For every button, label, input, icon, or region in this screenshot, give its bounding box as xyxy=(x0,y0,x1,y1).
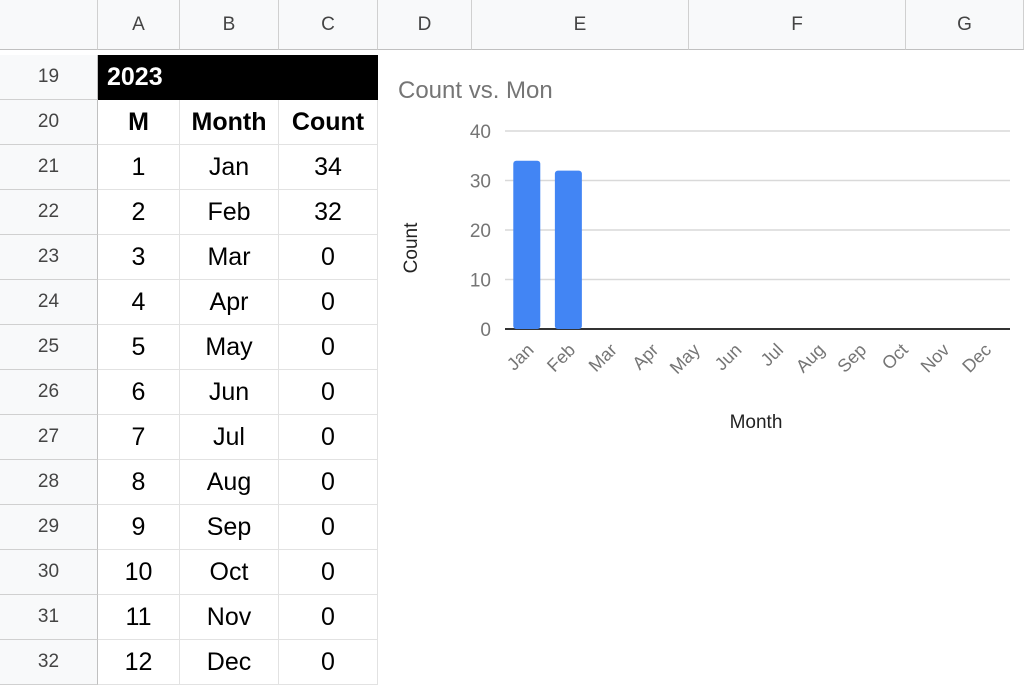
x-tick-label: Jan xyxy=(503,340,538,375)
table-cell[interactable]: 0 xyxy=(279,640,378,685)
table-cell[interactable]: 0 xyxy=(279,595,378,640)
table-cell[interactable]: 8 xyxy=(98,460,180,505)
y-tick-label: 20 xyxy=(470,221,491,242)
table-header-cell[interactable]: Count xyxy=(279,100,378,145)
bar-feb xyxy=(554,170,582,329)
y-tick-label: 0 xyxy=(480,320,491,341)
column-header-E[interactable]: E xyxy=(472,0,689,50)
row-header-32[interactable]: 32 xyxy=(0,640,98,685)
table-cell[interactable]: 10 xyxy=(98,550,180,595)
table-cell[interactable]: 0 xyxy=(279,325,378,370)
table-cell[interactable]: 0 xyxy=(279,460,378,505)
column-header-C[interactable]: C xyxy=(279,0,378,50)
x-tick-label: Mar xyxy=(585,340,621,376)
x-tick-label: Feb xyxy=(543,340,579,376)
table-cell[interactable]: Feb xyxy=(180,190,279,235)
x-tick-label: Sep xyxy=(833,340,870,377)
y-tick-label: 10 xyxy=(470,271,491,292)
table-cell[interactable]: 2 xyxy=(98,190,180,235)
table-cell[interactable]: 3 xyxy=(98,235,180,280)
table-cell[interactable]: Jun xyxy=(180,370,279,415)
table-cell[interactable]: Jul xyxy=(180,415,279,460)
row-header-20[interactable]: 20 xyxy=(0,100,98,145)
table-cell[interactable]: 0 xyxy=(279,280,378,325)
column-header-F[interactable]: F xyxy=(689,0,906,50)
column-header-G[interactable]: G xyxy=(906,0,1024,50)
table-cell[interactable]: 11 xyxy=(98,595,180,640)
y-tick-label: 30 xyxy=(470,172,491,193)
table-cell[interactable]: 34 xyxy=(279,145,378,190)
row-header-28[interactable]: 28 xyxy=(0,460,98,505)
column-header-A[interactable]: A xyxy=(98,0,180,50)
row-header-25[interactable]: 25 xyxy=(0,325,98,370)
bar-jan xyxy=(513,160,541,329)
row-header-30[interactable]: 30 xyxy=(0,550,98,595)
table-cell[interactable]: 4 xyxy=(98,280,180,325)
table-cell[interactable]: Dec xyxy=(180,640,279,685)
x-tick-label: Aug xyxy=(792,340,829,377)
x-tick-label: Nov xyxy=(917,340,954,377)
x-tick-label: Jun xyxy=(711,340,746,375)
table-cell[interactable]: Nov xyxy=(180,595,279,640)
table-cell[interactable]: Aug xyxy=(180,460,279,505)
table-cell[interactable]: Apr xyxy=(180,280,279,325)
table-cell[interactable]: 0 xyxy=(279,550,378,595)
table-cell[interactable]: Sep xyxy=(180,505,279,550)
table-cell[interactable]: 7 xyxy=(98,415,180,460)
row-header-31[interactable]: 31 xyxy=(0,595,98,640)
chart-title: Count vs. Mon xyxy=(398,77,553,104)
row-header-22[interactable]: 22 xyxy=(0,190,98,235)
row-header-19[interactable]: 19 xyxy=(0,55,98,100)
column-header-D[interactable]: D xyxy=(378,0,472,50)
table-cell[interactable]: 32 xyxy=(279,190,378,235)
row-header-29[interactable]: 29 xyxy=(0,505,98,550)
year-cell[interactable]: 2023 xyxy=(98,55,378,100)
table-cell[interactable]: Oct xyxy=(180,550,279,595)
row-header-24[interactable]: 24 xyxy=(0,280,98,325)
y-axis-title: Count xyxy=(401,222,422,273)
x-tick-label: Dec xyxy=(958,340,995,377)
table-cell[interactable]: 1 xyxy=(98,145,180,190)
table-header-cell[interactable]: M xyxy=(98,100,180,145)
table-cell[interactable]: 0 xyxy=(279,505,378,550)
x-tick-label: Jul xyxy=(757,340,787,370)
table-cell[interactable]: May xyxy=(180,325,279,370)
table-cell[interactable]: 6 xyxy=(98,370,180,415)
select-all-corner[interactable] xyxy=(0,0,98,50)
x-tick-label: Apr xyxy=(628,340,662,374)
row-header-26[interactable]: 26 xyxy=(0,370,98,415)
table-header-cell[interactable]: Month xyxy=(180,100,279,145)
row-header-23[interactable]: 23 xyxy=(0,235,98,280)
row-header-27[interactable]: 27 xyxy=(0,415,98,460)
table-cell[interactable]: 12 xyxy=(98,640,180,685)
table-cell[interactable]: 0 xyxy=(279,415,378,460)
x-tick-label: Oct xyxy=(878,340,912,374)
y-tick-label: 40 xyxy=(470,122,491,143)
column-header-B[interactable]: B xyxy=(180,0,279,50)
table-cell[interactable]: 0 xyxy=(279,370,378,415)
x-tick-label: May xyxy=(666,340,704,378)
table-cell[interactable]: 0 xyxy=(279,235,378,280)
table-cell[interactable]: Jan xyxy=(180,145,279,190)
table-cell[interactable]: Mar xyxy=(180,235,279,280)
table-cell[interactable]: 5 xyxy=(98,325,180,370)
x-axis-title: Month xyxy=(730,412,783,433)
row-header-21[interactable]: 21 xyxy=(0,145,98,190)
table-cell[interactable]: 9 xyxy=(98,505,180,550)
